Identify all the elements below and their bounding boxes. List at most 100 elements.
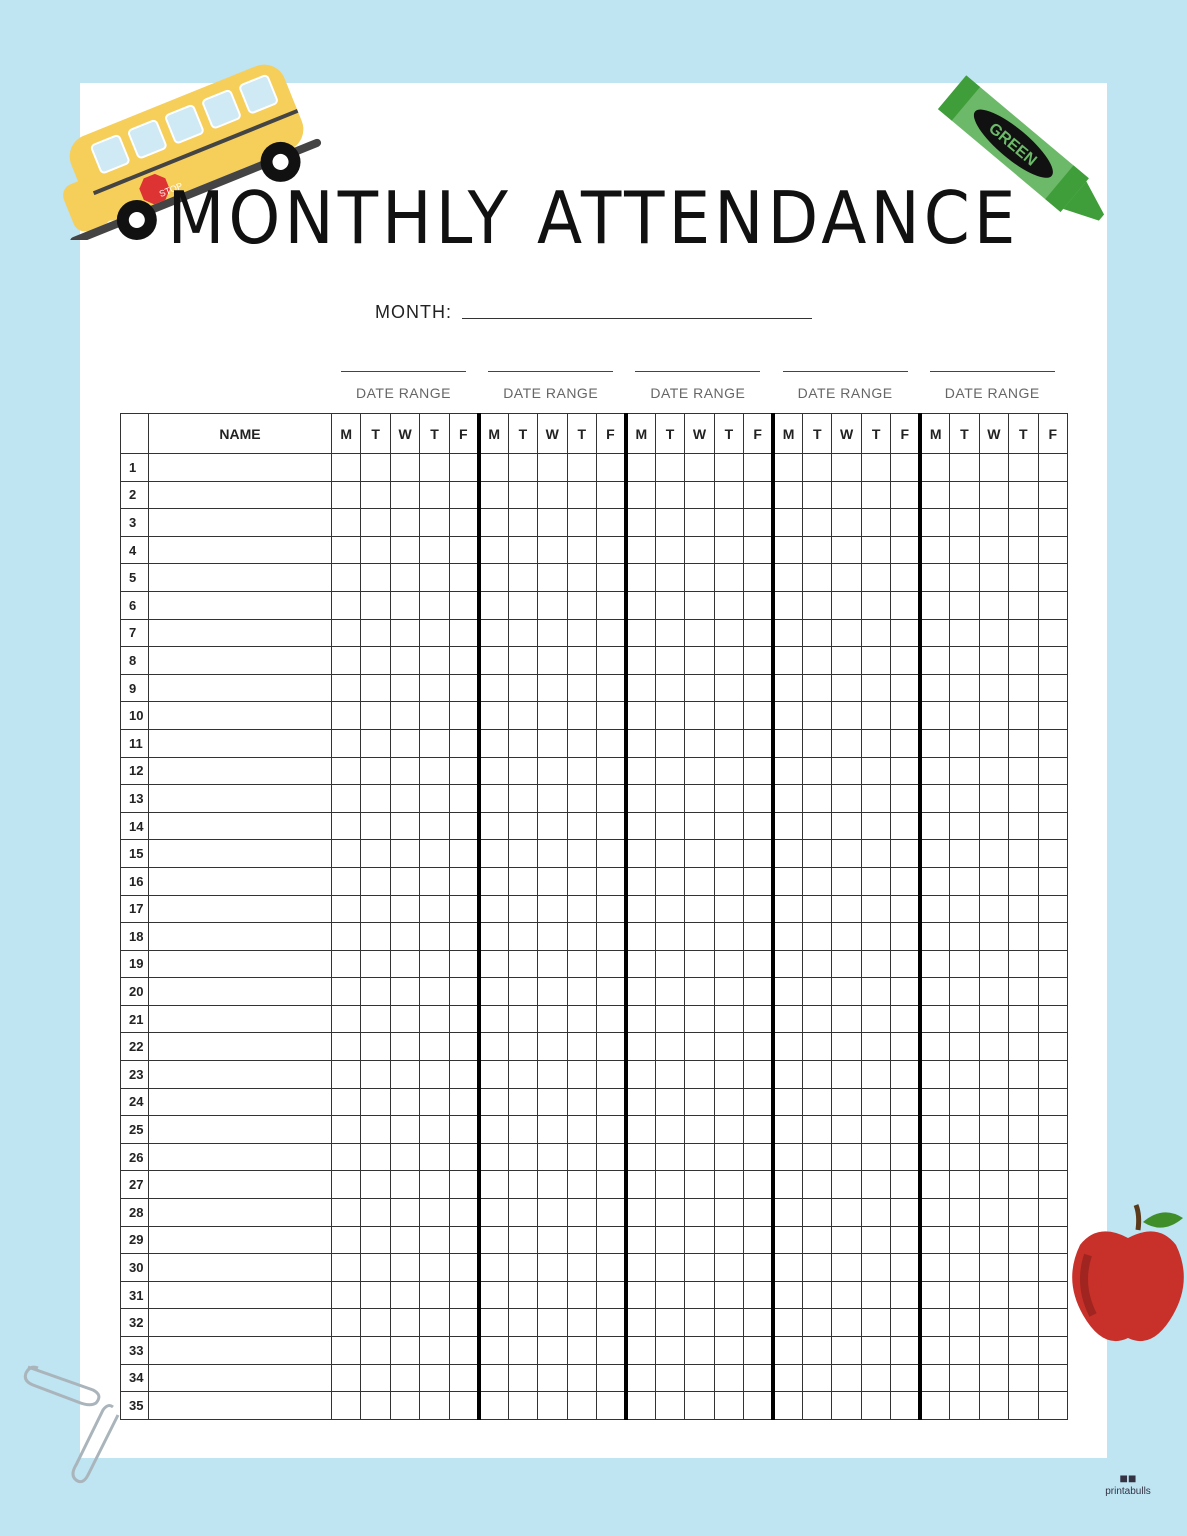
attendance-cell[interactable] [595,728,627,758]
attendance-cell[interactable] [684,922,715,951]
attendance-cell[interactable] [949,1198,980,1227]
attendance-cell[interactable] [860,701,892,730]
attendance-cell[interactable] [476,1225,509,1255]
attendance-cell[interactable] [713,866,745,896]
attendance-cell[interactable] [1008,480,1039,510]
attendance-cell[interactable] [330,1253,362,1282]
attendance-cell[interactable] [419,646,450,675]
attendance-cell[interactable] [978,1253,1010,1282]
attendance-cell[interactable] [771,977,804,1006]
attendance-cell[interactable] [389,977,421,1006]
attendance-cell[interactable] [623,756,656,786]
attendance-cell[interactable] [330,1225,362,1255]
attendance-cell[interactable] [360,1198,391,1227]
attendance-cell[interactable] [448,1004,480,1034]
attendance-cell[interactable] [595,646,627,675]
attendance-cell[interactable] [890,977,921,1006]
attendance-cell[interactable] [860,1004,892,1034]
attendance-cell[interactable] [831,535,862,565]
attendance-cell[interactable] [654,784,686,813]
attendance-cell[interactable] [595,701,627,730]
attendance-cell[interactable] [448,590,480,620]
attendance-cell[interactable] [476,1115,509,1144]
attendance-cell[interactable] [949,1280,980,1310]
attendance-cell[interactable] [918,866,951,896]
attendance-cell[interactable] [507,618,539,648]
attendance-cell[interactable] [623,618,656,648]
attendance-cell[interactable] [448,1032,480,1062]
attendance-cell[interactable] [389,508,421,537]
attendance-cell[interactable] [419,784,450,813]
attendance-cell[interactable] [654,508,686,537]
attendance-cell[interactable] [801,535,833,565]
attendance-cell[interactable] [566,508,597,537]
attendance-cell[interactable] [1008,1308,1039,1337]
attendance-cell[interactable] [890,894,921,924]
attendance-cell[interactable] [684,1280,715,1310]
attendance-cell[interactable] [831,1087,862,1117]
name-cell[interactable] [148,811,332,841]
attendance-cell[interactable] [890,563,921,592]
attendance-cell[interactable] [831,1308,862,1337]
attendance-cell[interactable] [476,1032,509,1062]
attendance-cell[interactable] [654,922,686,951]
attendance-cell[interactable] [389,1198,421,1227]
attendance-cell[interactable] [949,701,980,730]
attendance-cell[interactable] [831,1032,862,1062]
attendance-cell[interactable] [890,1032,921,1062]
attendance-cell[interactable] [978,480,1010,510]
attendance-cell[interactable] [476,756,509,786]
attendance-cell[interactable] [537,1004,568,1034]
attendance-cell[interactable] [801,480,833,510]
attendance-cell[interactable] [801,1060,833,1089]
attendance-cell[interactable] [476,1198,509,1227]
attendance-cell[interactable] [684,1225,715,1255]
attendance-cell[interactable] [654,1225,686,1255]
attendance-cell[interactable] [360,839,391,868]
attendance-cell[interactable] [743,1142,774,1172]
attendance-cell[interactable] [566,756,597,786]
attendance-cell[interactable] [507,866,539,896]
attendance-cell[interactable] [743,784,774,813]
attendance-cell[interactable] [684,1170,715,1200]
attendance-cell[interactable] [771,1032,804,1062]
attendance-cell[interactable] [360,480,391,510]
attendance-cell[interactable] [623,866,656,896]
name-cell[interactable] [148,949,332,979]
attendance-cell[interactable] [566,1032,597,1062]
attendance-cell[interactable] [713,508,745,537]
name-cell[interactable] [148,1225,332,1255]
attendance-cell[interactable] [595,839,627,868]
attendance-cell[interactable] [743,1087,774,1117]
name-cell[interactable] [148,590,332,620]
attendance-cell[interactable] [330,701,362,730]
attendance-cell[interactable] [330,811,362,841]
attendance-cell[interactable] [949,728,980,758]
date-range-field[interactable]: DATE RANGE [635,371,761,401]
attendance-cell[interactable] [949,1142,980,1172]
attendance-cell[interactable] [360,453,391,482]
name-cell[interactable] [148,1308,332,1337]
attendance-cell[interactable] [389,728,421,758]
attendance-cell[interactable] [684,1198,715,1227]
attendance-cell[interactable] [419,949,450,979]
attendance-cell[interactable] [1008,866,1039,896]
attendance-cell[interactable] [330,590,362,620]
attendance-cell[interactable] [623,784,656,813]
attendance-cell[interactable] [1037,1225,1068,1255]
attendance-cell[interactable] [801,1032,833,1062]
attendance-cell[interactable] [743,949,774,979]
attendance-cell[interactable] [419,1198,450,1227]
attendance-cell[interactable] [743,866,774,896]
name-cell[interactable] [148,1032,332,1062]
attendance-cell[interactable] [743,563,774,592]
attendance-cell[interactable] [1008,1032,1039,1062]
attendance-cell[interactable] [623,701,656,730]
attendance-cell[interactable] [654,728,686,758]
attendance-cell[interactable] [507,1308,539,1337]
attendance-cell[interactable] [507,453,539,482]
attendance-cell[interactable] [360,977,391,1006]
attendance-cell[interactable] [654,1170,686,1200]
attendance-cell[interactable] [684,1363,715,1393]
attendance-cell[interactable] [978,1032,1010,1062]
